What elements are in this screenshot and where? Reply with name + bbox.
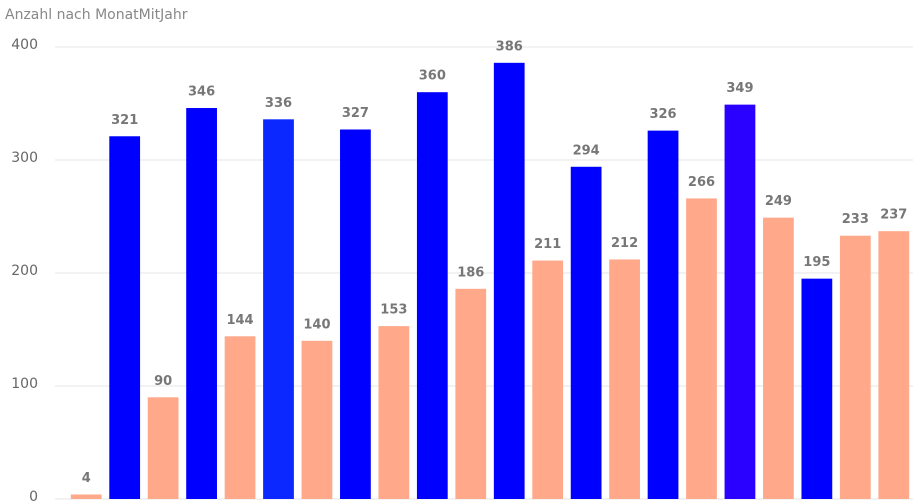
data-label: 266 bbox=[688, 175, 715, 190]
data-label: 237 bbox=[880, 208, 907, 223]
bar bbox=[340, 129, 371, 500]
data-label: 360 bbox=[419, 69, 446, 84]
bar bbox=[263, 119, 294, 499]
y-tick-label: 300 bbox=[11, 150, 38, 166]
data-label: 195 bbox=[803, 255, 830, 270]
y-tick-label: 0 bbox=[29, 489, 38, 504]
data-label: 346 bbox=[188, 85, 215, 100]
bar bbox=[186, 108, 217, 500]
bar bbox=[147, 397, 179, 499]
bar bbox=[532, 260, 564, 499]
data-label: 349 bbox=[726, 81, 753, 96]
data-label: 211 bbox=[534, 237, 561, 252]
data-label: 4 bbox=[82, 471, 91, 486]
bar bbox=[493, 62, 525, 499]
data-label: 140 bbox=[303, 317, 330, 332]
data-label: 212 bbox=[611, 236, 638, 251]
bar bbox=[455, 288, 487, 499]
bar bbox=[763, 217, 794, 499]
bar bbox=[878, 231, 910, 499]
data-label: 144 bbox=[226, 313, 253, 328]
bar bbox=[647, 130, 679, 499]
data-label: 233 bbox=[842, 212, 869, 227]
y-tick-label: 200 bbox=[11, 263, 38, 279]
bar bbox=[570, 166, 602, 499]
bar bbox=[416, 92, 448, 499]
bar bbox=[224, 336, 256, 499]
y-tick-label: 400 bbox=[11, 37, 38, 53]
bar bbox=[378, 326, 410, 499]
data-label: 326 bbox=[649, 107, 676, 122]
data-label: 294 bbox=[573, 143, 600, 158]
data-label: 386 bbox=[496, 39, 523, 54]
bar bbox=[109, 136, 141, 499]
data-label: 336 bbox=[265, 96, 292, 111]
bar bbox=[609, 259, 640, 499]
data-label: 153 bbox=[380, 303, 407, 318]
y-tick-label: 100 bbox=[11, 376, 38, 392]
data-label: 321 bbox=[111, 113, 138, 128]
bar bbox=[724, 104, 756, 499]
data-label: 327 bbox=[342, 106, 369, 121]
data-label: 90 bbox=[154, 374, 172, 389]
bar bbox=[839, 235, 871, 499]
bar bbox=[801, 278, 833, 499]
data-label: 186 bbox=[457, 265, 484, 280]
bar bbox=[301, 340, 333, 499]
bar bbox=[70, 494, 102, 499]
bar bbox=[686, 198, 717, 500]
data-label: 249 bbox=[765, 194, 792, 209]
chart-title: Anzahl nach MonatMitJahr bbox=[5, 7, 188, 23]
